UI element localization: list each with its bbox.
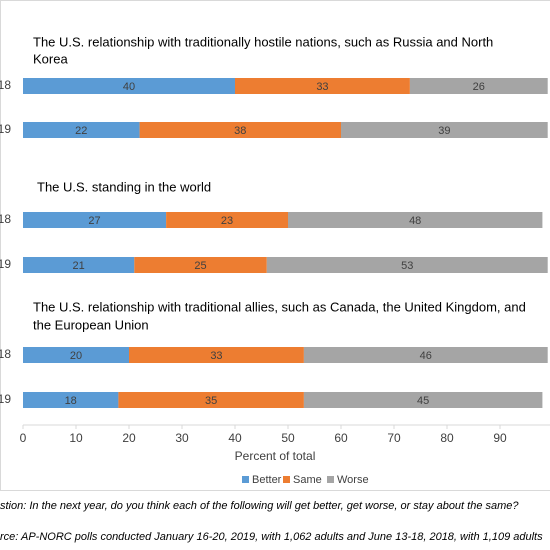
x-tick-label: 60 <box>334 431 348 445</box>
y-tick-label: 19 <box>0 122 11 136</box>
bar-segment <box>139 122 341 138</box>
x-tick-label: 50 <box>281 431 295 445</box>
legend-swatch <box>327 476 334 483</box>
y-tick-label: 18 <box>0 347 11 361</box>
bar-segment <box>23 122 140 138</box>
data-label: 53 <box>401 260 413 272</box>
x-axis-label: Percent of total <box>235 449 316 463</box>
data-label: 38 <box>234 125 246 137</box>
y-tick-label: 19 <box>0 257 11 271</box>
group-title: the European Union <box>33 317 149 332</box>
data-label: 27 <box>88 215 100 227</box>
bar-segment <box>23 347 129 363</box>
bar-segment <box>341 122 548 138</box>
data-label: 40 <box>123 81 135 93</box>
bar-segment <box>266 257 548 273</box>
data-label: 39 <box>438 125 450 137</box>
x-tick-label: 0 <box>20 431 27 445</box>
x-tick-label: 30 <box>175 431 189 445</box>
group-title: The U.S. standing in the world <box>37 179 211 194</box>
data-label: 33 <box>316 81 328 93</box>
x-tick-label: 90 <box>493 431 507 445</box>
data-label: 18 <box>65 395 77 407</box>
data-label: 21 <box>73 260 85 272</box>
bar-segment <box>23 392 119 408</box>
bar-segment <box>129 347 304 363</box>
y-tick-label: 18 <box>0 78 11 92</box>
data-label: 22 <box>75 125 87 137</box>
bar-segment <box>288 212 543 228</box>
data-label: 20 <box>70 350 82 362</box>
bar-segment <box>409 78 548 94</box>
group-title: Korea <box>33 51 68 66</box>
chart-border <box>0 0 550 491</box>
x-tick-label: 10 <box>69 431 83 445</box>
legend-label: Same <box>293 474 322 486</box>
x-tick-label: 20 <box>122 431 136 445</box>
bar-segment <box>235 78 410 94</box>
bar-segment <box>23 212 167 228</box>
bar-segment <box>303 347 548 363</box>
y-tick-label: 19 <box>0 392 11 406</box>
legend-swatch <box>242 476 249 483</box>
y-tick-label: 18 <box>0 212 11 226</box>
question-note: stion: In the next year, do you think ea… <box>0 500 519 512</box>
data-label: 46 <box>420 350 432 362</box>
source-note: rce: AP-NORC polls conducted January 16-… <box>0 531 543 543</box>
x-tick-label: 40 <box>228 431 242 445</box>
legend-swatch <box>283 476 290 483</box>
x-tick-label: 80 <box>440 431 454 445</box>
data-label: 45 <box>417 395 429 407</box>
bar-segment <box>118 392 304 408</box>
bar-segment <box>166 212 288 228</box>
group-title: The U.S. relationship with traditionally… <box>33 34 493 49</box>
bar-segment <box>303 392 543 408</box>
data-label: 23 <box>221 215 233 227</box>
x-tick-label: 70 <box>387 431 401 445</box>
data-label: 25 <box>194 260 206 272</box>
group-title: The U.S. relationship with traditional a… <box>33 299 526 314</box>
data-label: 48 <box>409 215 421 227</box>
legend-label: Better <box>252 474 282 486</box>
data-label: 35 <box>205 395 217 407</box>
bar-segment <box>23 78 235 94</box>
data-label: 26 <box>473 81 485 93</box>
bar-segment <box>134 257 267 273</box>
data-label: 33 <box>210 350 222 362</box>
legend-label: Worse <box>337 474 369 486</box>
bar-segment <box>23 257 135 273</box>
